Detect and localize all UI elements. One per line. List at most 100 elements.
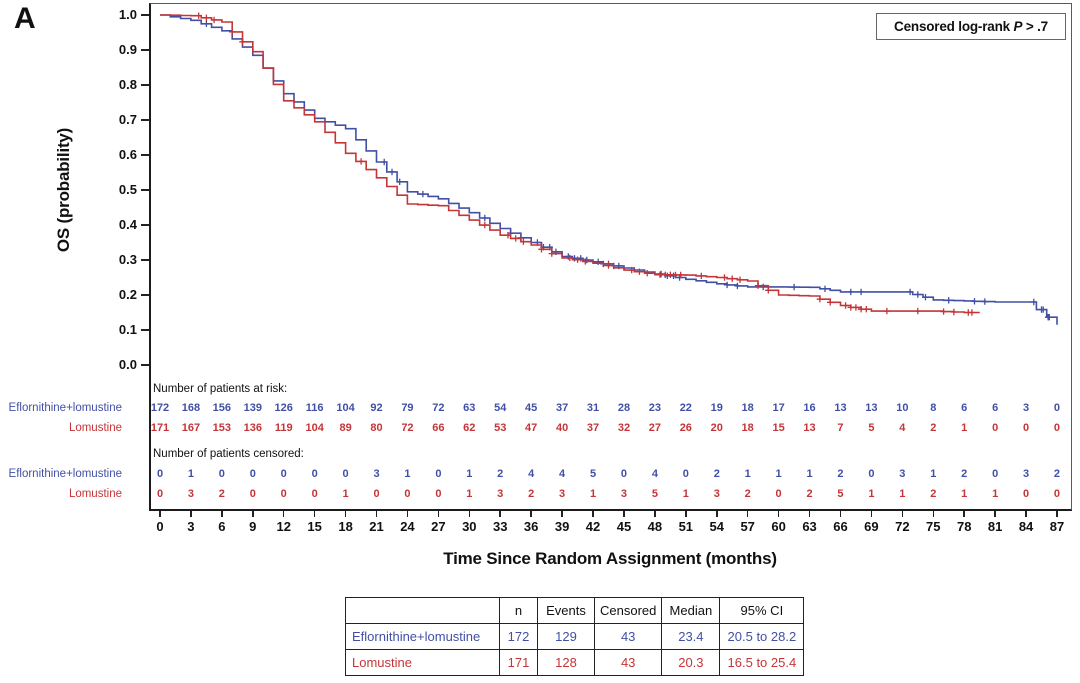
censored-row-count: 0 [342, 468, 349, 480]
censored-row-count: 0 [218, 468, 225, 480]
x-tick-label: 78 [956, 519, 972, 534]
censored-row-count: 3 [373, 468, 380, 480]
x-tick-mark [808, 511, 811, 517]
at-risk-row-count: 15 [772, 422, 785, 434]
censored-row-count: 1 [682, 488, 689, 500]
x-tick-label: 39 [554, 519, 570, 534]
x-tick-mark [468, 511, 471, 517]
at-risk-row-count: 72 [432, 402, 445, 414]
summary-cell: Eflornithine+lomustine [345, 623, 500, 650]
censored-row-count: 1 [992, 488, 999, 500]
at-risk-row-count: 31 [586, 402, 600, 414]
censored-row-count: 4 [559, 468, 566, 480]
at-risk-row-count: 168 [181, 402, 201, 414]
at-risk-row-count: 20 [710, 422, 723, 434]
y-tick-label: 1.0 [118, 7, 137, 22]
censored-row-count: 0 [249, 468, 256, 480]
censored-row-count: 4 [528, 468, 535, 480]
at-risk-row-count: 89 [339, 422, 352, 434]
summary-cell: 43 [593, 623, 663, 650]
x-tick-label: 54 [709, 519, 724, 534]
y-tick-mark [141, 189, 149, 191]
y-tick-mark [141, 14, 149, 16]
x-axis-title: Time Since Random Assignment (months) [443, 549, 777, 568]
x-tick-mark [932, 511, 935, 517]
censored-row-count: 0 [373, 488, 380, 500]
censored-row-count: 0 [249, 488, 256, 500]
censored-row-count: 5 [589, 468, 597, 480]
censored-row-count: 3 [899, 468, 906, 480]
censored-row-count: 0 [435, 468, 442, 480]
censored-row-count: 1 [868, 488, 875, 500]
legend-box: Censored log-rank P > .7 [876, 13, 1066, 40]
summary-cell: Lomustine [345, 649, 500, 676]
at-risk-row-count: 66 [432, 422, 445, 434]
summary-table-grid: n Events Censored Median 95% CI Eflornithine+… [345, 597, 805, 676]
y-tick-mark [141, 49, 149, 51]
at-risk-row-count: 3 [1023, 402, 1030, 414]
censored-row-count: 1 [589, 488, 597, 500]
x-tick-label: 51 [678, 519, 694, 534]
censored-row-count: 0 [156, 488, 164, 500]
at-risk-row-count: 13 [803, 422, 816, 434]
at-risk-row-count: 2 [930, 422, 937, 434]
y-tick-label: 0.0 [118, 357, 137, 372]
at-risk-row-count: 37 [555, 402, 569, 414]
y-tick-label: 0.9 [118, 42, 137, 57]
at-risk-row-count: 156 [212, 402, 232, 414]
x-tick-mark [746, 511, 749, 517]
censored-row-count: 2 [1053, 468, 1061, 480]
at-risk-row-count: 6 [992, 402, 999, 414]
at-risk-row-count: 1 [961, 422, 968, 434]
x-tick-label: 24 [400, 519, 415, 534]
censored-header: Number of patients censored: [153, 448, 304, 460]
legend-p-symbol: P [1013, 19, 1023, 34]
x-tick-label: 21 [369, 519, 384, 534]
censored-row-count: 0 [404, 488, 411, 500]
x-tick-label: 15 [307, 519, 322, 534]
censored-row-count: 2 [806, 488, 813, 500]
summary-cell: 16.5 to 25.4 [719, 649, 805, 676]
censored-row-count: 2 [528, 488, 535, 500]
at-risk-row-count: 8 [930, 402, 937, 414]
y-tick-label: 0.1 [118, 322, 137, 337]
censored-row-count: 0 [311, 468, 318, 480]
censored-row-count: 1 [899, 488, 906, 500]
censored-row-count: 0 [1023, 488, 1030, 500]
summary-cell: 172 [499, 623, 538, 650]
x-tick-mark [994, 511, 996, 517]
x-tick-label: 30 [462, 519, 477, 534]
at-risk-row-count: 104 [336, 402, 355, 414]
summary-header-cell [345, 597, 500, 624]
y-tick-mark [141, 154, 149, 156]
at-risk-row-count: 172 [150, 402, 170, 414]
x-tick-mark [190, 511, 192, 517]
y-tick-label: 0.7 [118, 112, 137, 127]
at-risk-row-count: 45 [525, 402, 538, 414]
x-tick-mark [406, 511, 409, 517]
x-tick-label: 36 [523, 519, 539, 534]
x-tick-mark [221, 511, 223, 517]
at-risk-row-count: 0 [1053, 402, 1061, 414]
at-risk-row-count: 7 [837, 422, 844, 434]
at-risk-row-count: 4 [899, 422, 906, 434]
x-tick-mark [592, 511, 594, 517]
censored-row-count: 3 [497, 488, 504, 500]
at-risk-row-count: 72 [401, 422, 414, 434]
x-tick-mark [716, 511, 718, 517]
censored-row-count: 1 [187, 468, 194, 480]
at-risk-row-count: 167 [181, 422, 201, 434]
group-row-label: Lomustine [68, 488, 122, 500]
x-tick-label: 81 [987, 519, 1003, 534]
x-tick-label: 66 [833, 519, 848, 534]
x-tick-mark [282, 511, 285, 517]
at-risk-row-count: 119 [274, 422, 293, 434]
at-risk-row-count: 16 [803, 402, 816, 414]
at-risk-row-count: 28 [617, 402, 631, 414]
censored-row-count: 0 [311, 488, 318, 500]
censored-row-count: 1 [744, 468, 751, 480]
x-tick-mark [1056, 511, 1058, 517]
at-risk-row-count: 0 [1053, 422, 1061, 434]
y-tick-mark [141, 84, 149, 86]
